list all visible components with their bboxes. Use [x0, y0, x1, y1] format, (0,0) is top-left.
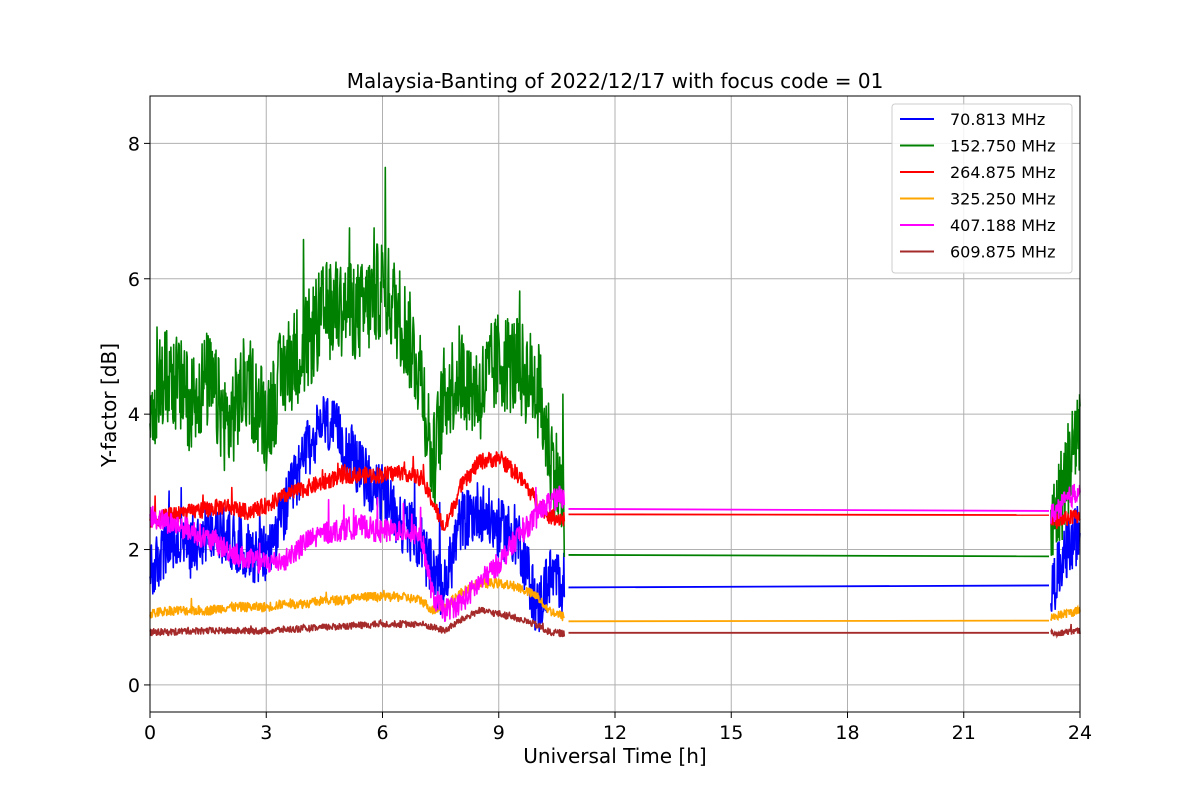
legend: 70.813 MHz 152.750 MHz 264.875 MHz 325.250 …	[891, 103, 1073, 274]
x-axis-label: Universal Time [h]	[523, 744, 706, 768]
chart-title: Malaysia-Banting of 2022/12/17 with focu…	[347, 69, 884, 93]
series-line	[149, 606, 1081, 639]
series-tail-segment	[1050, 394, 1081, 556]
x-tick-label: 18	[835, 722, 859, 744]
series-tail-segment	[1050, 483, 1081, 524]
x-tick-label: 12	[603, 722, 627, 744]
series-line	[149, 166, 1081, 558]
series-tail-segment	[1050, 623, 1081, 639]
y-tick-label: 0	[128, 675, 140, 697]
series-flat-segment	[568, 554, 1050, 558]
x-tick-label: 3	[260, 722, 272, 744]
legend-entry-label: 609.875 MHz	[950, 243, 1055, 262]
series-flat-segment	[568, 513, 1050, 516]
y-tick-label: 4	[128, 404, 140, 426]
series-flat-segment	[568, 508, 1050, 512]
series-active-segment	[149, 166, 566, 558]
legend-entry-label: 264.875 MHz	[950, 163, 1055, 182]
y-axis-label: Y-factor [dB]	[97, 343, 121, 468]
y-tick-label: 2	[128, 540, 140, 562]
x-tick-label: 15	[719, 722, 743, 744]
legend-entry-label: 325.250 MHz	[950, 190, 1055, 209]
y-tick-label: 8	[128, 133, 140, 155]
legend-entry-label: 152.750 MHz	[950, 137, 1055, 156]
series-tail-segment	[1050, 604, 1081, 622]
x-tick-label: 24	[1068, 722, 1092, 744]
legend-box	[891, 103, 1073, 274]
data-series	[149, 166, 1081, 639]
series-active-segment	[149, 606, 566, 638]
series-flat-segment	[568, 584, 1050, 589]
y-tick-label: 6	[128, 269, 140, 291]
legend-entry-label: 407.188 MHz	[950, 216, 1055, 235]
x-tick-label: 6	[376, 722, 388, 744]
series-line	[149, 578, 1081, 623]
x-tick-label: 0	[144, 722, 156, 744]
x-tick-label: 21	[952, 722, 976, 744]
x-tick-label: 9	[493, 722, 505, 744]
series-line	[149, 483, 1081, 622]
series-active-segment	[149, 450, 566, 531]
series-flat-segment	[568, 619, 1050, 623]
series-active-segment	[149, 485, 566, 622]
series-active-segment	[149, 578, 565, 622]
legend-entry-label: 70.813 MHz	[950, 110, 1045, 129]
